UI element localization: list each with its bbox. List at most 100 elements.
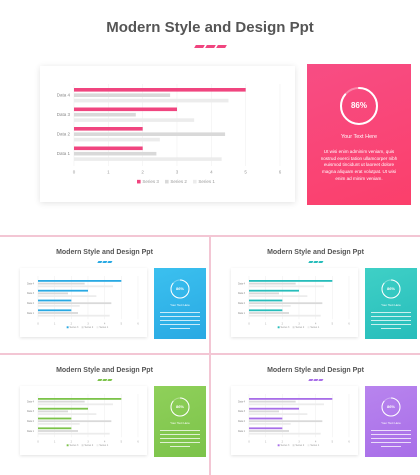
bar xyxy=(249,289,299,292)
bar xyxy=(249,420,323,423)
bar xyxy=(38,305,80,307)
bar xyxy=(249,410,279,413)
bar xyxy=(249,427,283,430)
chart-card: 0 1 2 3 4 5 6 Data 4 Data 3 Data 2 Data 1 Series 3 S… xyxy=(231,386,358,455)
category-label: Data 2 xyxy=(57,132,71,137)
legend-swatch xyxy=(292,326,295,329)
thumbnail-slide[interactable]: Modern Style and Design Ppt 0 1 2 3 4 5 6 Data 4… xyxy=(211,355,420,475)
legend-label: Series 2 xyxy=(84,326,93,329)
legend-label: Series 2 xyxy=(84,444,93,447)
legend-label: Series 1 xyxy=(99,326,108,329)
panel-body-line xyxy=(381,446,401,448)
category-label: Data 4 xyxy=(57,93,71,98)
bar xyxy=(38,292,68,295)
bar xyxy=(249,295,308,297)
x-tick-label: 5 xyxy=(332,441,334,444)
progress-ring xyxy=(170,397,190,417)
thumbnail-title: Modern Style and Design Ppt xyxy=(56,367,153,374)
chart-card: 0 1 2 3 4 5 6 Data 4 Data 3 Data 2 Data 1 Series 3 S… xyxy=(20,386,147,455)
bar xyxy=(38,314,110,317)
legend-swatch xyxy=(307,326,310,329)
bar xyxy=(38,295,97,297)
panel-body-line: magna aliquam erat volutpat. Ut wisi xyxy=(321,168,397,174)
panel-body-line: Ut wisi enim adminim veniam, quis xyxy=(323,149,395,154)
bar xyxy=(38,420,112,423)
bar xyxy=(249,432,321,435)
percent-label: 86% xyxy=(386,404,395,409)
x-tick-label: 6 xyxy=(348,323,350,326)
bar xyxy=(249,403,324,406)
x-tick-label: 1 xyxy=(265,323,267,326)
category-label: Data 3 xyxy=(238,292,246,295)
panel-body-line xyxy=(371,434,411,436)
x-tick-label: 6 xyxy=(137,441,139,444)
legend-swatch xyxy=(66,326,69,329)
accent-dash xyxy=(205,45,216,48)
x-tick-label: 6 xyxy=(348,441,350,444)
category-label: Data 3 xyxy=(27,292,35,295)
bar xyxy=(249,398,333,400)
x-tick-label: 6 xyxy=(279,170,282,175)
bar-chart: 0 1 2 3 4 5 6 Data 4 Data 3 Data 2 Data 1 Series 3 S… xyxy=(238,394,350,447)
chart-card: 0 1 2 3 4 5 6 Data 4 Data 3 Data 2 Data 1 Series 3 S… xyxy=(20,268,147,337)
thumbnail-slide[interactable]: Modern Style and Design Ppt 0 1 2 3 4 5 6 Data 4… xyxy=(0,355,209,475)
bar xyxy=(249,299,283,302)
x-tick-label: 5 xyxy=(121,441,123,444)
bar xyxy=(249,407,299,410)
panel-body-line xyxy=(160,442,200,444)
progress-ring xyxy=(340,87,378,125)
category-label: Data 4 xyxy=(27,400,35,403)
panel-body: Ut wisi enim adminim veniam, quis nostru… xyxy=(313,149,405,182)
bar xyxy=(249,417,283,420)
bar xyxy=(38,309,72,312)
accent-dash xyxy=(194,45,205,48)
info-panel: 86% Your Text Here Ut wisi enim adminim … xyxy=(307,64,411,205)
panel-body-line xyxy=(160,324,200,326)
bar xyxy=(38,302,112,305)
info-panel: 86% Your Text Here xyxy=(154,386,206,457)
bar xyxy=(74,93,171,97)
x-tick-label: 1 xyxy=(107,170,110,175)
legend-swatch xyxy=(137,179,141,184)
grid-divider xyxy=(209,237,211,475)
bar xyxy=(249,292,279,295)
thumbnail-slide[interactable]: Modern Style and Design Ppt 0 1 2 3 4 5 6 Data 4… xyxy=(211,237,420,353)
bar xyxy=(249,423,291,425)
legend-label: Series 3 xyxy=(281,444,290,447)
x-tick-label: 0 xyxy=(248,441,250,444)
legend-swatch xyxy=(81,326,84,329)
bar xyxy=(38,400,85,403)
bar xyxy=(38,280,122,282)
thumbnail-slide[interactable]: Modern Style and Design Ppt 0 1 2 3 4 5 6 Data 4… xyxy=(0,237,209,353)
panel-body-line: nostrud exerci tation ullamcorper nibh xyxy=(320,155,398,161)
bar xyxy=(74,127,143,131)
thumbnail-title: Modern Style and Design Ppt xyxy=(267,249,364,256)
title-accent-dashes xyxy=(308,379,324,381)
panel-body-line xyxy=(371,312,411,314)
category-label: Data 3 xyxy=(57,112,71,117)
slide-title: Modern Style and Design Ppt xyxy=(106,19,314,36)
title-accent-dashes xyxy=(308,261,324,263)
percent-label: 86% xyxy=(350,101,367,110)
legend-swatch xyxy=(81,444,84,447)
title-accent-dashes xyxy=(194,45,227,48)
x-tick-label: 4 xyxy=(104,441,106,444)
bar xyxy=(249,314,321,317)
accent-dash xyxy=(318,379,324,381)
bar xyxy=(74,112,136,117)
legend-label: Series 3 xyxy=(70,326,79,329)
bar xyxy=(249,280,333,282)
legend-label: Series 2 xyxy=(295,444,304,447)
legend-swatch xyxy=(66,444,69,447)
panel-body-line xyxy=(371,430,411,432)
legend-label: Series 3 xyxy=(281,326,290,329)
x-tick-label: 3 xyxy=(176,170,179,175)
panel-body-line xyxy=(371,316,411,318)
legend-label: Series 1 xyxy=(310,326,319,329)
bar xyxy=(38,285,113,288)
bar-chart: 0 1 2 3 4 5 6 Data 4 Data 3 Data 2 Data 1 Series 3 S… xyxy=(27,276,139,329)
panel-body-line xyxy=(371,438,411,440)
bar xyxy=(249,309,283,312)
bar xyxy=(249,400,296,403)
bar xyxy=(74,132,226,136)
